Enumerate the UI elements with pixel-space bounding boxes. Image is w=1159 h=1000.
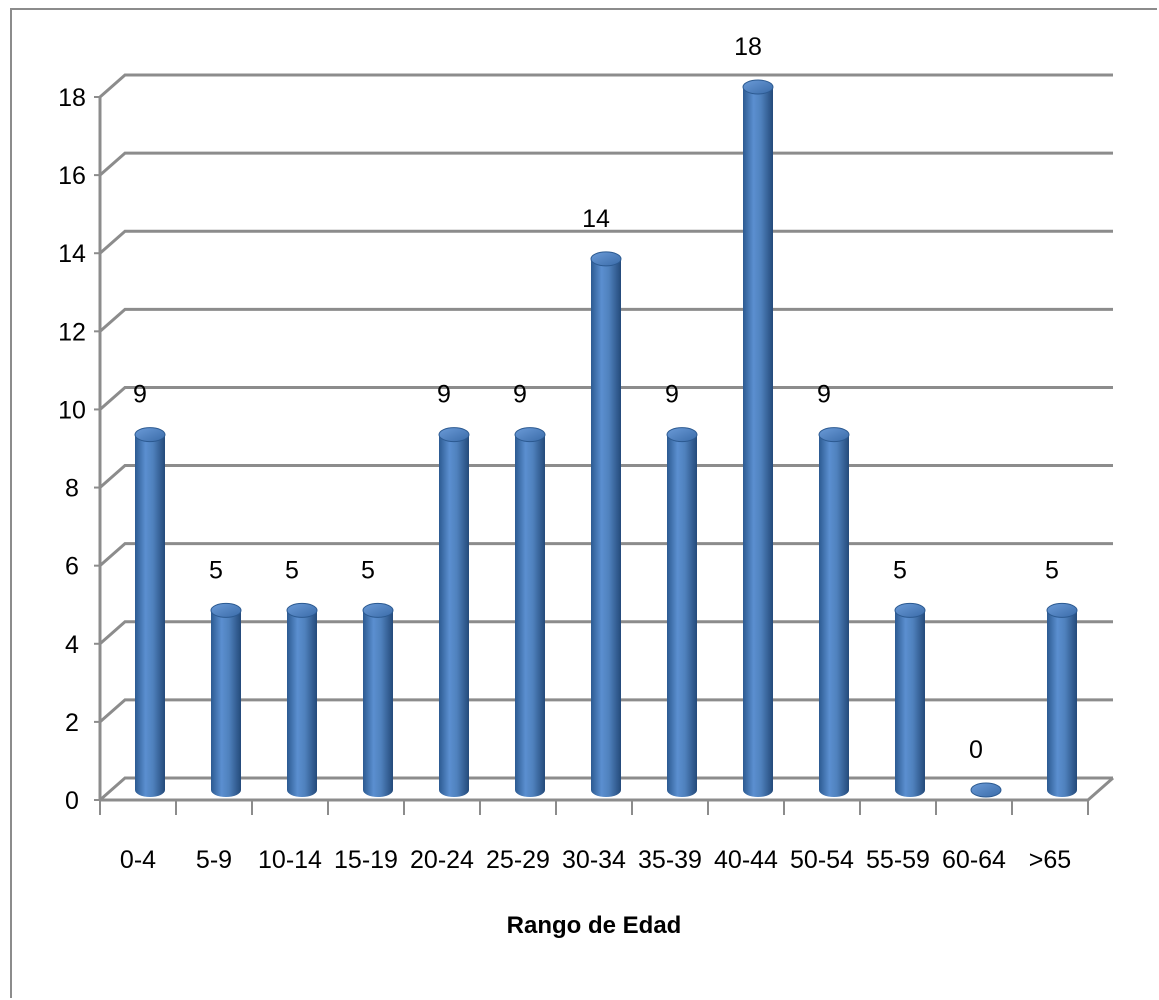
data-label: 9: [133, 381, 147, 409]
x-tick-label: 55-59: [866, 846, 930, 874]
y-tick-label: 2: [65, 709, 79, 737]
y-tick-label: 4: [65, 631, 79, 659]
bar: [210, 602, 242, 797]
bar: [590, 251, 622, 797]
data-label: 9: [513, 381, 527, 409]
y-tick-label: 8: [65, 475, 79, 503]
bar-top: [894, 602, 926, 618]
bar-top: [1046, 602, 1078, 618]
bar: [438, 427, 470, 797]
bar-top: [362, 602, 394, 618]
bar-body: [895, 610, 925, 797]
bar: [818, 427, 850, 797]
bar: [1046, 602, 1078, 797]
bar-top: [742, 79, 774, 95]
y-tick-label: 12: [58, 318, 86, 346]
x-tick-label: >65: [1029, 846, 1071, 874]
chart-frame: [10, 8, 1157, 998]
y-tick-label: 10: [58, 396, 86, 424]
gridline: [99, 464, 1113, 489]
bar-top: [438, 427, 470, 443]
bar-body: [591, 258, 621, 797]
x-tick-label: 15-19: [334, 846, 398, 874]
bar-top: [666, 427, 698, 443]
bar-body: [287, 610, 317, 797]
x-tick-label: 35-39: [638, 846, 702, 874]
bar: [514, 427, 546, 797]
gridline: [99, 151, 1113, 177]
data-label: 5: [285, 556, 299, 584]
data-label: 0: [969, 736, 983, 764]
gridline: [99, 307, 1113, 333]
bar-top: [818, 427, 850, 443]
bar-top: [514, 427, 546, 443]
gridline: [99, 229, 1113, 255]
bar-top: [970, 782, 1002, 798]
x-tick-label: 50-54: [790, 846, 854, 874]
bar-body: [439, 434, 469, 797]
gridline: [99, 542, 1113, 567]
data-label: 5: [1045, 556, 1059, 584]
gridline: [99, 385, 1113, 411]
bar: [134, 427, 166, 797]
bar: [742, 79, 774, 797]
bar-body: [135, 434, 165, 797]
y-tick-label: 16: [58, 162, 86, 190]
bar: [894, 602, 926, 797]
x-tick-label: 5-9: [196, 846, 232, 874]
data-label: 9: [817, 381, 831, 409]
bar: [666, 427, 698, 797]
data-label: 9: [665, 381, 679, 409]
bar-body: [667, 434, 697, 797]
bar-top: [286, 602, 318, 618]
x-tick-label: 25-29: [486, 846, 550, 874]
bar-top: [134, 427, 166, 443]
bars: [134, 79, 1078, 798]
x-tick-label: 40-44: [714, 846, 778, 874]
x-tick-label: 20-24: [410, 846, 474, 874]
bar-body: [1047, 610, 1077, 797]
data-label: 14: [582, 205, 610, 233]
bar: [362, 602, 394, 797]
x-tick-label: 10-14: [258, 846, 322, 874]
data-label: 9: [437, 381, 451, 409]
data-label: 5: [893, 556, 907, 584]
gridline: [99, 620, 1113, 645]
bar-top: [590, 251, 622, 267]
bar-body: [743, 87, 773, 797]
x-tick-label: 30-34: [562, 846, 626, 874]
gridline: [99, 776, 1113, 802]
data-label: 5: [209, 556, 223, 584]
gridlines: [99, 73, 1113, 802]
x-tick-label: 0-4: [120, 846, 156, 874]
bar-body: [211, 610, 241, 797]
data-labels: 9 5 5 5 9 9 14 9 18 9 5 0 5: [133, 33, 1059, 764]
bar-top: [210, 602, 242, 618]
axes: 0 2 4 6 8 10 12 14 16 18 0-4 5-9 10-14 15-19 20-24 25-2…: [58, 84, 1114, 874]
x-axis-title: Rango de Edad: [507, 912, 682, 939]
bar: [286, 602, 318, 797]
y-tick-label: 0: [65, 787, 79, 815]
x-tick-label: 60-64: [942, 846, 1006, 874]
gridline: [99, 698, 1113, 724]
gridline: [99, 73, 1113, 99]
y-tick-label: 14: [58, 240, 86, 268]
data-label: 18: [734, 33, 762, 61]
y-tick-label: 18: [58, 84, 86, 112]
bar-body: [363, 610, 393, 797]
bar-body: [819, 434, 849, 797]
bar: [970, 782, 1002, 798]
bar-body: [515, 434, 545, 797]
y-tick-label: 6: [65, 553, 79, 581]
data-label: 5: [361, 556, 375, 584]
